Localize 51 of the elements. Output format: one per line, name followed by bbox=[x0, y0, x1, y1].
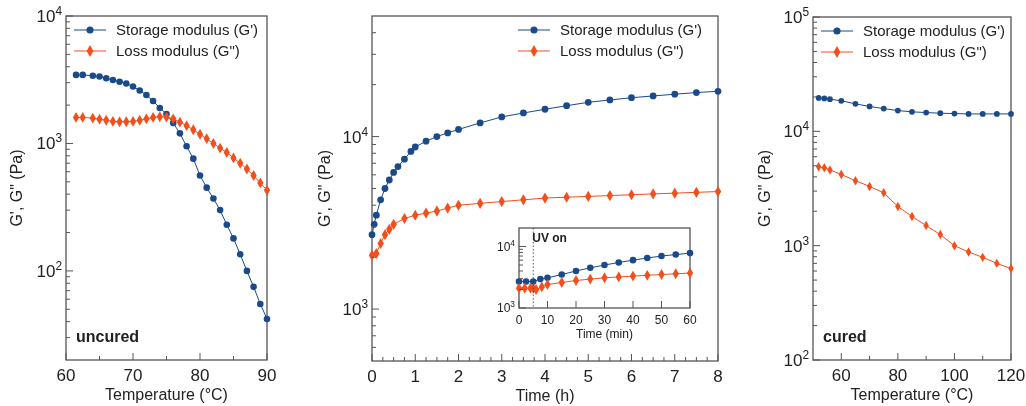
x-tick-label: 40 bbox=[626, 313, 640, 327]
x-tick-label: 4 bbox=[540, 367, 550, 386]
x-axis-title: Temperature (°C) bbox=[105, 386, 228, 403]
y-axis-title: G', G" (Pa) bbox=[316, 149, 333, 228]
x-tick-label: 0 bbox=[367, 367, 377, 386]
y-tick-label: 10$^{4}$ bbox=[36, 3, 63, 26]
legend-label: Storage modulus (G') bbox=[863, 22, 1006, 39]
y-tick-label: 10$^{2}$ bbox=[783, 347, 810, 370]
x-tick-label: 80 bbox=[190, 366, 210, 385]
y-tick-label: 10$^{3}$ bbox=[496, 299, 516, 316]
x-tick-label: 2 bbox=[453, 367, 464, 386]
y-axis-title: G', G" (Pa) bbox=[756, 149, 773, 228]
legend-label: Loss modulus (G") bbox=[560, 42, 684, 59]
x-tick-label: 0 bbox=[515, 313, 523, 327]
x-tick-label: 20 bbox=[569, 313, 583, 327]
y-tick-label: 10$^{3}$ bbox=[342, 297, 369, 320]
x-tick-label: 7 bbox=[670, 367, 680, 386]
annotation: uncured bbox=[76, 328, 140, 345]
x-tick-label: 70 bbox=[123, 366, 143, 385]
y-tick-label: 10$^{5}$ bbox=[783, 4, 810, 27]
y-tick-label: 10$^{3}$ bbox=[783, 233, 810, 256]
x-tick-label: 8 bbox=[713, 367, 723, 386]
legend-label: Storage modulus (G') bbox=[116, 21, 259, 38]
x-tick-label: 10 bbox=[540, 313, 555, 327]
x-tick-label: 30 bbox=[597, 313, 612, 327]
x-tick-label: 6 bbox=[626, 367, 637, 386]
x-tick-label: 60 bbox=[56, 366, 76, 385]
legend-label: Loss modulus (G") bbox=[863, 43, 987, 60]
x-tick-label: 80 bbox=[888, 366, 908, 385]
x-axis-title: Time (h) bbox=[515, 387, 575, 404]
x-tick-label: 5 bbox=[583, 367, 593, 386]
x-tick-label: 90 bbox=[257, 366, 277, 385]
x-tick-label: 100 bbox=[940, 366, 969, 385]
x-tick-label: 1 bbox=[410, 367, 420, 386]
legend-label: Loss modulus (G") bbox=[116, 42, 240, 59]
x-tick-label: 60 bbox=[831, 366, 851, 385]
y-axis-title: G', G" (Pa) bbox=[8, 149, 25, 227]
y-tick-label: 10$^{2}$ bbox=[36, 258, 63, 281]
y-tick-label: 10$^{3}$ bbox=[36, 131, 63, 154]
x-tick-label: 60 bbox=[683, 313, 697, 327]
ref-line-label: UV on bbox=[532, 231, 567, 245]
x-axis-title: Temperature (°C) bbox=[850, 386, 974, 403]
y-tick-label: 10$^{4}$ bbox=[496, 237, 516, 254]
x-tick-label: 120 bbox=[996, 366, 1026, 385]
x-tick-label: 3 bbox=[497, 367, 507, 386]
legend-label: Storage modulus (G') bbox=[560, 21, 703, 38]
x-axis-title: Time (min) bbox=[576, 327, 633, 341]
y-tick-label: 10$^{4}$ bbox=[342, 124, 369, 147]
annotation: cured bbox=[823, 328, 867, 345]
x-tick-label: 50 bbox=[654, 313, 669, 327]
y-tick-label: 10$^{4}$ bbox=[783, 119, 810, 142]
